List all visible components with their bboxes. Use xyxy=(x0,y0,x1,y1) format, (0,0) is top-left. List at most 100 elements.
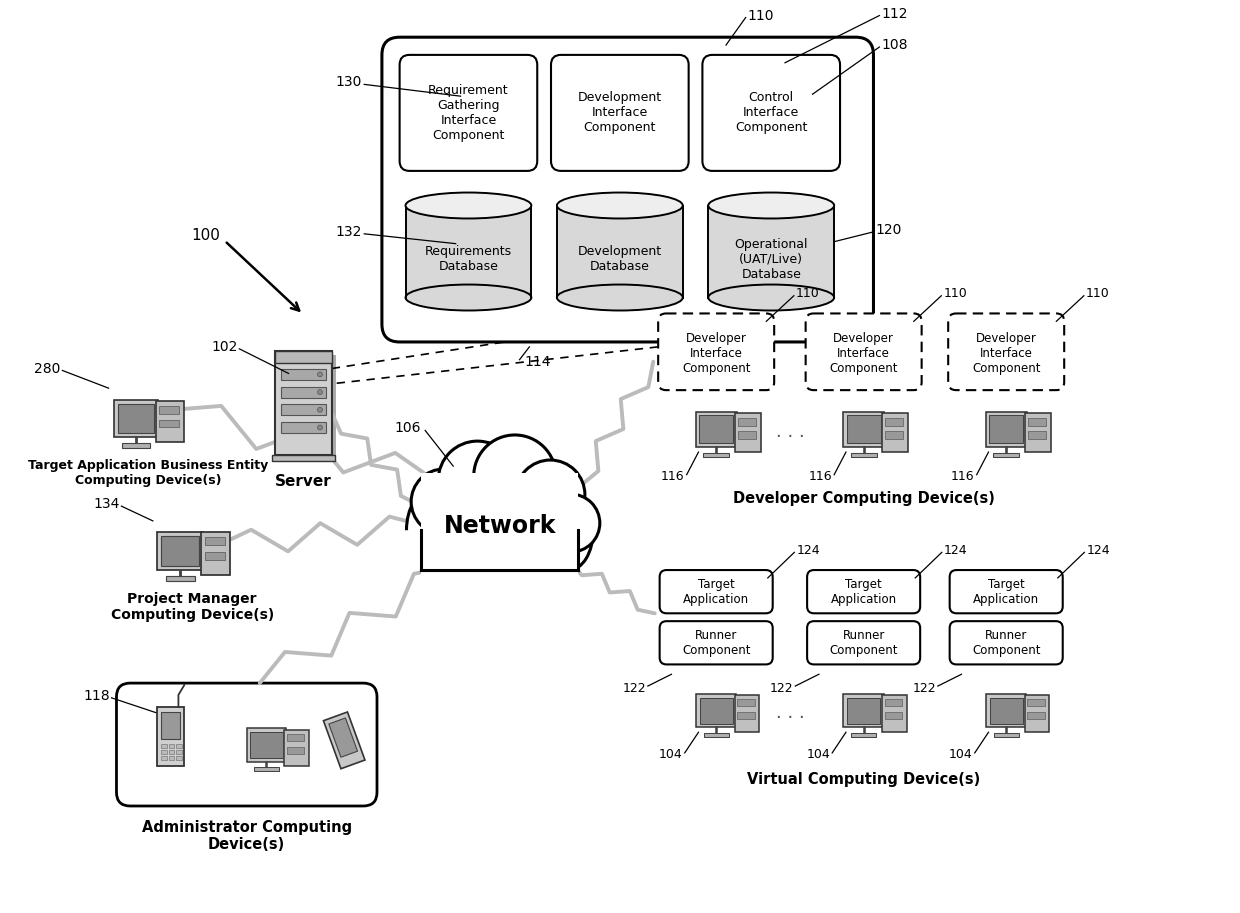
Bar xyxy=(405,205,532,298)
Bar xyxy=(422,509,578,580)
Text: 122: 122 xyxy=(770,681,794,695)
Bar xyxy=(885,431,903,439)
Bar xyxy=(169,756,175,760)
Bar xyxy=(176,756,182,760)
Bar xyxy=(1025,414,1050,452)
Text: Control
Interface
Component: Control Interface Component xyxy=(735,91,807,134)
Bar xyxy=(734,695,759,732)
Bar xyxy=(275,352,332,455)
Text: Administrator Computing
Device(s): Administrator Computing Device(s) xyxy=(141,820,352,852)
Circle shape xyxy=(412,469,476,534)
Bar xyxy=(993,453,1019,457)
Bar xyxy=(157,531,203,570)
Bar xyxy=(738,431,756,439)
Bar xyxy=(176,750,182,754)
Text: 112: 112 xyxy=(882,6,908,21)
FancyBboxPatch shape xyxy=(660,570,773,614)
Bar xyxy=(161,711,180,740)
Bar xyxy=(1027,699,1044,707)
Bar xyxy=(1027,712,1044,719)
Text: Runner
Component: Runner Component xyxy=(682,629,750,656)
Text: Requirement
Gathering
Interface
Component: Requirement Gathering Interface Componen… xyxy=(428,84,508,142)
Circle shape xyxy=(516,460,585,530)
Bar xyxy=(156,401,184,442)
Text: 104: 104 xyxy=(806,749,831,761)
Bar xyxy=(883,414,908,452)
Text: 124: 124 xyxy=(796,544,820,557)
Circle shape xyxy=(438,441,517,519)
Circle shape xyxy=(317,407,322,413)
Ellipse shape xyxy=(708,285,835,310)
FancyBboxPatch shape xyxy=(551,55,688,171)
FancyBboxPatch shape xyxy=(949,313,1064,390)
Text: Development
Database: Development Database xyxy=(578,246,662,273)
Bar xyxy=(161,744,166,748)
Bar xyxy=(114,400,159,437)
Text: Developer
Interface
Component: Developer Interface Component xyxy=(830,332,898,375)
Text: Server: Server xyxy=(275,474,331,489)
Circle shape xyxy=(474,435,556,517)
Circle shape xyxy=(407,506,455,554)
Circle shape xyxy=(317,372,322,377)
Text: 122: 122 xyxy=(913,681,936,695)
FancyBboxPatch shape xyxy=(399,55,537,171)
Bar xyxy=(280,387,326,397)
Bar xyxy=(851,733,877,738)
Bar xyxy=(280,422,326,433)
Bar xyxy=(159,406,179,414)
Text: Runner
Component: Runner Component xyxy=(830,629,898,656)
Bar xyxy=(696,412,737,447)
Circle shape xyxy=(544,506,593,554)
Text: 130: 130 xyxy=(336,76,362,89)
Bar xyxy=(884,712,901,719)
Bar xyxy=(708,205,835,298)
Text: 100: 100 xyxy=(191,228,219,243)
Bar xyxy=(738,712,755,719)
Bar xyxy=(118,404,154,434)
Text: 110: 110 xyxy=(796,288,820,300)
Bar xyxy=(851,453,877,457)
Text: 116: 116 xyxy=(808,470,832,483)
Bar xyxy=(169,744,175,748)
Bar xyxy=(885,418,903,425)
Bar xyxy=(699,698,733,724)
Text: . . .: . . . xyxy=(775,424,805,441)
Text: Target
Application: Target Application xyxy=(683,578,749,605)
Circle shape xyxy=(412,469,476,534)
Text: Operational
(UAT/Live)
Database: Operational (UAT/Live) Database xyxy=(734,238,808,281)
Text: 124: 124 xyxy=(1086,544,1110,557)
Text: 116: 116 xyxy=(951,470,975,483)
Bar xyxy=(247,729,286,761)
Bar xyxy=(422,473,578,570)
Bar xyxy=(990,415,1023,444)
Bar xyxy=(284,729,309,766)
Text: Developer
Interface
Component: Developer Interface Component xyxy=(682,332,750,375)
Text: 134: 134 xyxy=(93,498,119,511)
Circle shape xyxy=(516,460,585,530)
Text: . . .: . . . xyxy=(775,704,805,721)
Text: Development
Interface
Component: Development Interface Component xyxy=(578,91,662,134)
Text: 110: 110 xyxy=(944,288,967,300)
FancyBboxPatch shape xyxy=(807,570,920,614)
Ellipse shape xyxy=(557,193,683,218)
Bar xyxy=(847,415,880,444)
Bar xyxy=(703,453,729,457)
Bar xyxy=(699,415,733,444)
Text: 102: 102 xyxy=(211,340,237,354)
Text: Developer
Interface
Component: Developer Interface Component xyxy=(972,332,1040,375)
Bar xyxy=(286,747,305,754)
Bar xyxy=(986,694,1027,728)
Bar xyxy=(123,443,150,448)
FancyBboxPatch shape xyxy=(660,621,773,665)
Circle shape xyxy=(542,494,600,552)
Bar xyxy=(735,414,760,452)
FancyBboxPatch shape xyxy=(950,570,1063,614)
FancyBboxPatch shape xyxy=(658,313,774,390)
Bar xyxy=(272,455,335,461)
Text: 118: 118 xyxy=(83,689,109,703)
Text: Virtual Computing Device(s): Virtual Computing Device(s) xyxy=(746,771,981,787)
Text: 120: 120 xyxy=(875,223,901,236)
Bar xyxy=(1028,418,1045,425)
Bar xyxy=(843,694,884,728)
Bar xyxy=(166,576,195,582)
